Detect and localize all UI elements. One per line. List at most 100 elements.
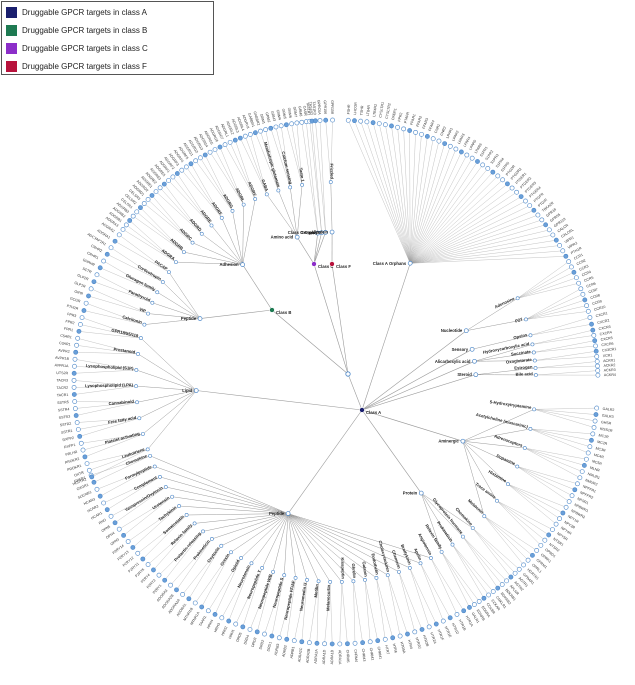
link-leaf — [286, 124, 303, 185]
link-leaf — [224, 144, 256, 200]
leaf-label: CXCR2 — [597, 318, 610, 325]
leaf-node — [426, 624, 432, 630]
leaf-node — [364, 119, 370, 125]
link-leaf — [255, 132, 279, 191]
leaf-node — [523, 198, 528, 204]
leaf-label: FFAR3 — [422, 118, 429, 130]
link-leaf — [250, 134, 267, 195]
link-leaf — [74, 366, 137, 371]
leaf-label: C3AR1 — [59, 341, 71, 347]
leaf-label: GALR2 — [602, 407, 614, 412]
leaf-node — [475, 159, 480, 164]
link-leaf — [410, 210, 534, 264]
leaf-node — [226, 618, 232, 624]
leaf-node — [227, 139, 233, 145]
leaf-node — [585, 308, 591, 314]
leaf-node — [219, 615, 225, 621]
link-leaf — [74, 369, 137, 374]
leaf-label: MC2R — [597, 440, 608, 446]
subfamily-label: ADGRF — [211, 201, 224, 216]
leaf-node — [495, 585, 501, 591]
link-leaf — [441, 551, 470, 608]
leaf-label: PTGFR — [533, 192, 545, 203]
subfamily-label: Melatonin — [467, 498, 485, 515]
leaf-node — [594, 354, 600, 359]
link-leaf — [301, 122, 318, 234]
link-leaf — [341, 581, 348, 644]
link-subfamily — [288, 513, 431, 559]
leaf-label: SSTR3 — [58, 415, 70, 420]
link-leaf — [517, 277, 577, 299]
leaf-label: NPY4R — [560, 526, 573, 536]
subfamily-node — [305, 577, 309, 582]
leaf-node — [590, 327, 596, 333]
leaf-label: ADORA1 — [176, 603, 188, 617]
link-class-c-sensory — [313, 232, 322, 265]
subfamily-label: Kisspeptin — [340, 557, 346, 579]
leaf-node — [116, 232, 122, 238]
subfamily-label: Glycoprotein hormone — [432, 497, 465, 535]
link-leaf — [200, 157, 233, 211]
link-leaf — [107, 476, 161, 510]
leaf-label: PROKR1 — [67, 464, 82, 472]
link-leaf — [242, 567, 263, 627]
subfamily-node — [524, 317, 528, 322]
subfamily-node — [418, 561, 423, 566]
subfamily-node — [374, 575, 379, 580]
link-subfamily — [211, 513, 289, 540]
leaf-label: ACKR3 — [604, 368, 616, 373]
leaf-node — [505, 181, 510, 187]
link-leaf — [354, 120, 411, 264]
leaf-node — [72, 399, 78, 404]
leaf-node — [237, 135, 243, 141]
leaf-node — [108, 513, 114, 519]
subfamily-node — [137, 416, 142, 421]
subfamily-label: Orexin — [219, 552, 230, 566]
leaf-node — [458, 149, 464, 155]
link-root-class-f — [331, 263, 349, 375]
leaf-node — [525, 557, 531, 563]
link-leaf — [496, 500, 549, 536]
leaf-label: CYSLTR1 — [378, 102, 385, 118]
leaf-label: PTH2R — [66, 304, 79, 311]
link-leaf — [75, 402, 138, 409]
family-node — [193, 388, 199, 393]
leaf-node — [550, 232, 556, 238]
leaf-label: CHRM3 — [361, 648, 366, 661]
link-subfamily — [159, 476, 289, 514]
subfamily-label: Galanin — [361, 561, 368, 577]
leaf-node — [170, 174, 176, 180]
leaf-label: P2RY4 — [140, 573, 151, 584]
legend-item-class-c: Druggable GPCR targets in class C — [6, 42, 148, 54]
leaf-node — [499, 582, 505, 587]
subfamily-node — [170, 494, 175, 499]
link-subfamily — [421, 492, 464, 537]
link-leaf — [325, 120, 331, 183]
leaf-label: ADGRF5 — [178, 146, 189, 160]
link-subfamily — [137, 353, 197, 391]
leaf-label: PTGIR — [537, 197, 548, 207]
subfamily-node — [363, 577, 367, 582]
leaf-node — [258, 128, 263, 134]
link-leaf — [122, 229, 176, 263]
leaf-label: ACKR1 — [603, 358, 615, 363]
leaf-label: HTR5A — [399, 641, 406, 654]
leaf-label: CNR2 — [440, 126, 448, 137]
leaf-label: CCR7 — [588, 287, 599, 294]
link-leaf — [517, 466, 575, 490]
link-class-a-aminergic — [361, 409, 463, 442]
leaf-label: ADGRG5 — [203, 130, 214, 145]
leaf-label: GPR119 — [553, 217, 566, 228]
leaf-label: TSHR — [359, 105, 364, 116]
leaf-node — [535, 212, 541, 218]
leaf-label: RXFP2 — [62, 436, 74, 442]
leaf-node — [481, 595, 487, 601]
leaf-label: CMKLR1 — [495, 595, 507, 609]
link-class-b-adhesion — [242, 264, 273, 311]
link-leaf — [535, 370, 598, 376]
link-leaf — [148, 523, 195, 565]
link-leaf — [409, 567, 430, 627]
subfamily-node — [219, 543, 224, 548]
link-subfamily — [152, 302, 201, 319]
